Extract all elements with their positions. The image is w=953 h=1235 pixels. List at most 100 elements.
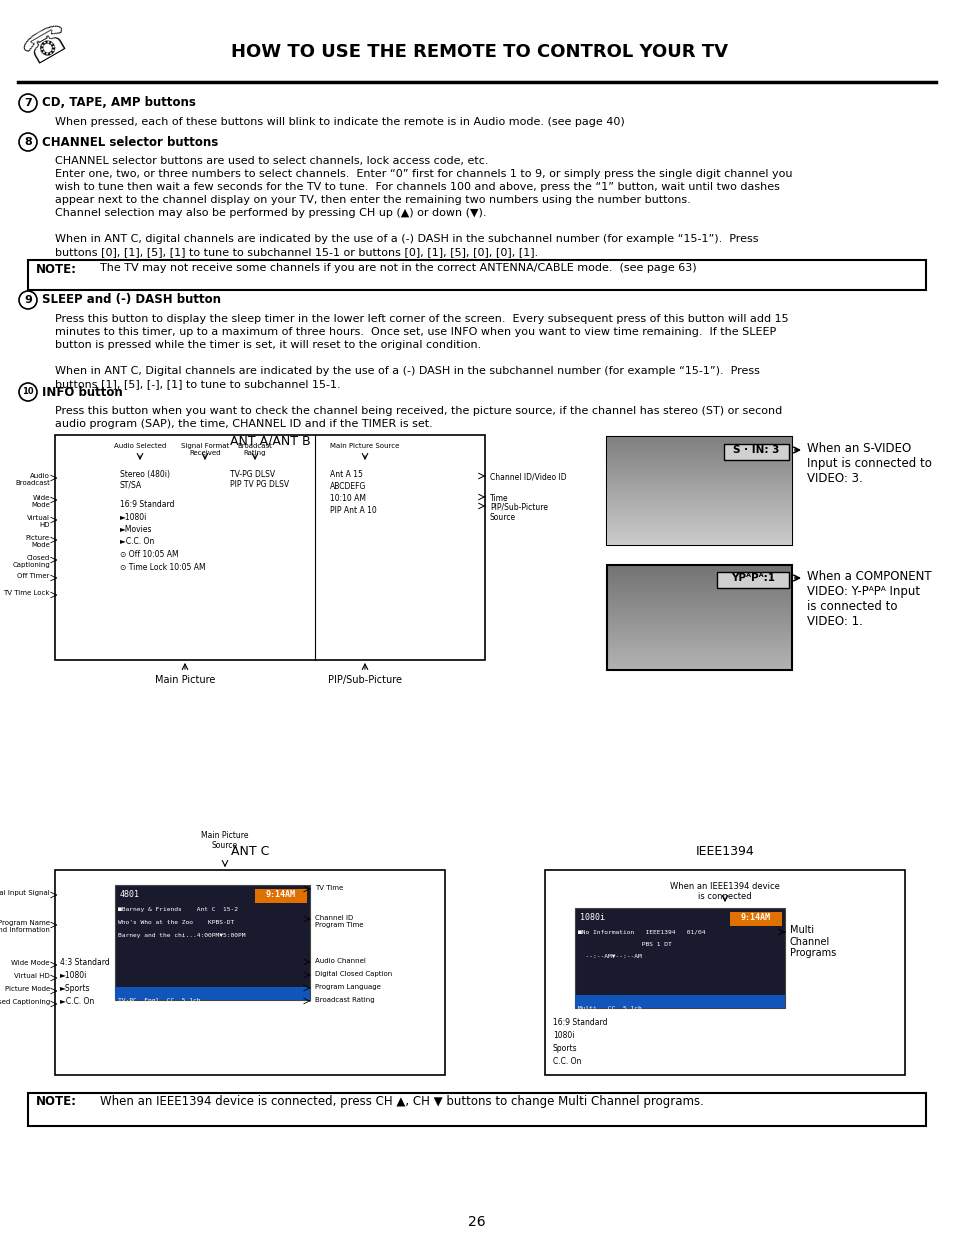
Bar (254, 889, 307, 903)
Text: Barney and the chi...4:00PM▼5:00PM: Barney and the chi...4:00PM▼5:00PM (118, 932, 245, 939)
Text: CD, TAPE, AMP buttons: CD, TAPE, AMP buttons (42, 96, 195, 110)
Text: Channel selection may also be performed by pressing CH up (▲) or down (▼).: Channel selection may also be performed … (55, 207, 486, 219)
Text: buttons [0], [1], [5], [1] to tune to subchannel 15-1 or buttons [0], [1], [5], : buttons [0], [1], [5], [1] to tune to su… (55, 247, 537, 257)
Bar (606, 564, 791, 671)
Text: ►Sports: ►Sports (60, 984, 91, 993)
Text: When an IEEE1394 device is connected, press CH ▲, CH ▼ buttons to change Multi C: When an IEEE1394 device is connected, pr… (100, 1095, 703, 1108)
Text: Main Picture Source: Main Picture Source (330, 443, 399, 450)
Text: Stereo (480i): Stereo (480i) (120, 471, 170, 479)
Text: 10:10 AM: 10:10 AM (330, 494, 366, 503)
Text: When pressed, each of these buttons will blink to indicate the remote is in Audi: When pressed, each of these buttons will… (55, 117, 624, 127)
Text: YPᴬPᴬ:1: YPᴬPᴬ:1 (730, 573, 774, 583)
Text: audio program (SAP), the time, CHANNEL ID and if the TIMER is set.: audio program (SAP), the time, CHANNEL I… (55, 419, 433, 429)
Bar (723, 445, 788, 459)
Text: Closed
Captioning: Closed Captioning (12, 555, 50, 568)
Circle shape (19, 291, 37, 309)
Text: 9:14AM: 9:14AM (740, 913, 770, 923)
Text: 9:14AM: 9:14AM (266, 890, 295, 899)
Text: Multi   CC  5.1ch: Multi CC 5.1ch (578, 1007, 641, 1011)
Text: CHANNEL selector buttons: CHANNEL selector buttons (42, 136, 218, 148)
Text: Virtual
HD: Virtual HD (27, 515, 50, 529)
Text: Virtual HD: Virtual HD (14, 973, 50, 979)
Text: Who's Who at the Zoo    KPBS-DT: Who's Who at the Zoo KPBS-DT (118, 920, 234, 925)
Text: ■No Information   IEEE1394   01/04: ■No Information IEEE1394 01/04 (578, 930, 705, 935)
Text: wish to tune then wait a few seconds for the TV to tune.  For channels 100 and a: wish to tune then wait a few seconds for… (55, 182, 779, 191)
Text: Digital Input Signal: Digital Input Signal (0, 890, 50, 897)
Text: ANT A/ANT B: ANT A/ANT B (230, 435, 310, 448)
Text: Wide Mode: Wide Mode (11, 960, 50, 966)
Text: PIP TV PG DLSV: PIP TV PG DLSV (230, 480, 289, 489)
Circle shape (19, 94, 37, 112)
Text: 7: 7 (24, 98, 31, 107)
Text: appear next to the channel display on your TV, then enter the remaining two numb: appear next to the channel display on yo… (55, 195, 690, 205)
Text: INFO button: INFO button (42, 385, 123, 399)
Bar (28, 261, 925, 290)
Text: Broadcast
Rating: Broadcast Rating (237, 443, 273, 456)
Text: 9: 9 (24, 295, 31, 305)
Text: Audio Selected: Audio Selected (113, 443, 166, 450)
Text: Press this button when you want to check the channel being received, the picture: Press this button when you want to check… (55, 406, 781, 416)
Text: ☏: ☏ (16, 16, 77, 74)
Text: TV Time: TV Time (314, 885, 343, 890)
Text: Digital Closed Caption: Digital Closed Caption (314, 971, 392, 977)
Text: 16:9 Standard: 16:9 Standard (120, 500, 174, 509)
Bar (55, 869, 444, 1074)
Text: HOW TO USE THE REMOTE TO CONTROL YOUR TV: HOW TO USE THE REMOTE TO CONTROL YOUR TV (232, 43, 728, 61)
Text: PBS 1 DT: PBS 1 DT (578, 942, 671, 947)
Text: Press this button to display the sleep timer in the lower left corner of the scr: Press this button to display the sleep t… (55, 314, 788, 324)
Text: 1080i: 1080i (553, 1031, 574, 1040)
Bar (115, 885, 310, 1000)
Text: Enter one, two, or three numbers to select channels.  Enter “0” first for channe: Enter one, two, or three numbers to sele… (55, 169, 792, 179)
Text: When an S-VIDEO
Input is connected to
VIDEO: 3.: When an S-VIDEO Input is connected to VI… (806, 442, 931, 485)
Bar (28, 1093, 925, 1126)
Text: TV·PC  Engl  CC  5.1ch: TV·PC Engl CC 5.1ch (118, 998, 200, 1003)
Text: ST/SA: ST/SA (120, 480, 142, 489)
Bar (717, 572, 788, 588)
Text: 16:9 Standard: 16:9 Standard (553, 1018, 607, 1028)
Bar (575, 995, 784, 1008)
Bar (55, 435, 484, 659)
Text: C.C. On: C.C. On (553, 1057, 580, 1066)
Bar (544, 869, 904, 1074)
Text: --:--AM▼--:--AM: --:--AM▼--:--AM (578, 953, 641, 960)
Text: PIP/Sub-Picture
Source: PIP/Sub-Picture Source (490, 503, 547, 522)
Text: ⊙ Time Lock 10:05 AM: ⊙ Time Lock 10:05 AM (120, 563, 206, 572)
Bar (115, 987, 310, 1000)
Circle shape (19, 133, 37, 151)
Text: CHANNEL selector buttons are used to select channels, lock access code, etc.: CHANNEL selector buttons are used to sel… (55, 156, 488, 165)
Text: Main Picture
Source: Main Picture Source (201, 831, 249, 850)
Text: Time: Time (490, 494, 508, 503)
Text: ■Barney & Friends    Ant C  15-2: ■Barney & Friends Ant C 15-2 (118, 906, 237, 911)
Text: Off Timer: Off Timer (17, 573, 50, 579)
Text: Channel ID
Program Time: Channel ID Program Time (314, 915, 363, 927)
Text: PIP/Sub-Picture: PIP/Sub-Picture (328, 676, 401, 685)
Text: ►C.C. On: ►C.C. On (120, 537, 154, 546)
Bar (575, 908, 784, 1008)
Text: Audio
Broadcast: Audio Broadcast (15, 473, 50, 487)
Text: Multi
Channel
Programs: Multi Channel Programs (789, 925, 836, 958)
Text: SLEEP and (-) DASH button: SLEEP and (-) DASH button (42, 294, 221, 306)
Text: Sports: Sports (553, 1044, 577, 1053)
Text: buttons [1], [5], [-], [1] to tune to subchannel 15-1.: buttons [1], [5], [-], [1] to tune to su… (55, 379, 340, 389)
Text: Closed Captioning: Closed Captioning (0, 999, 50, 1005)
Text: minutes to this timer, up to a maximum of three hours.  Once set, use INFO when : minutes to this timer, up to a maximum o… (55, 327, 776, 337)
Text: NOTE:: NOTE: (36, 263, 77, 275)
Text: ►Movies: ►Movies (120, 525, 152, 534)
Text: Audio Channel: Audio Channel (314, 958, 366, 965)
Text: 8: 8 (24, 137, 31, 147)
Text: ►1080i: ►1080i (60, 971, 88, 981)
Text: S · IN: 3: S · IN: 3 (732, 445, 779, 454)
Text: Channel ID/Video ID: Channel ID/Video ID (490, 473, 566, 482)
Text: Broadcast Rating: Broadcast Rating (314, 997, 375, 1003)
Text: 1080i: 1080i (579, 913, 604, 923)
Text: ANT C: ANT C (231, 845, 269, 858)
Text: NOTE:: NOTE: (36, 1095, 77, 1108)
Text: When a COMPONENT
VIDEO: Y-PᴬPᴬ Input
is connected to
VIDEO: 1.: When a COMPONENT VIDEO: Y-PᴬPᴬ Input is … (806, 571, 931, 629)
Text: When in ANT C, digital channels are indicated by the use of a (-) DASH in the su: When in ANT C, digital channels are indi… (55, 233, 758, 245)
Text: 10: 10 (22, 388, 33, 396)
Text: Main Picture: Main Picture (154, 676, 215, 685)
Text: Program Name
and Information: Program Name and Information (0, 920, 50, 932)
Bar (729, 911, 781, 926)
Text: The TV may not receive some channels if you are not in the correct ANTENNA/CABLE: The TV may not receive some channels if … (100, 263, 696, 273)
Text: IEEE1394: IEEE1394 (695, 845, 754, 858)
